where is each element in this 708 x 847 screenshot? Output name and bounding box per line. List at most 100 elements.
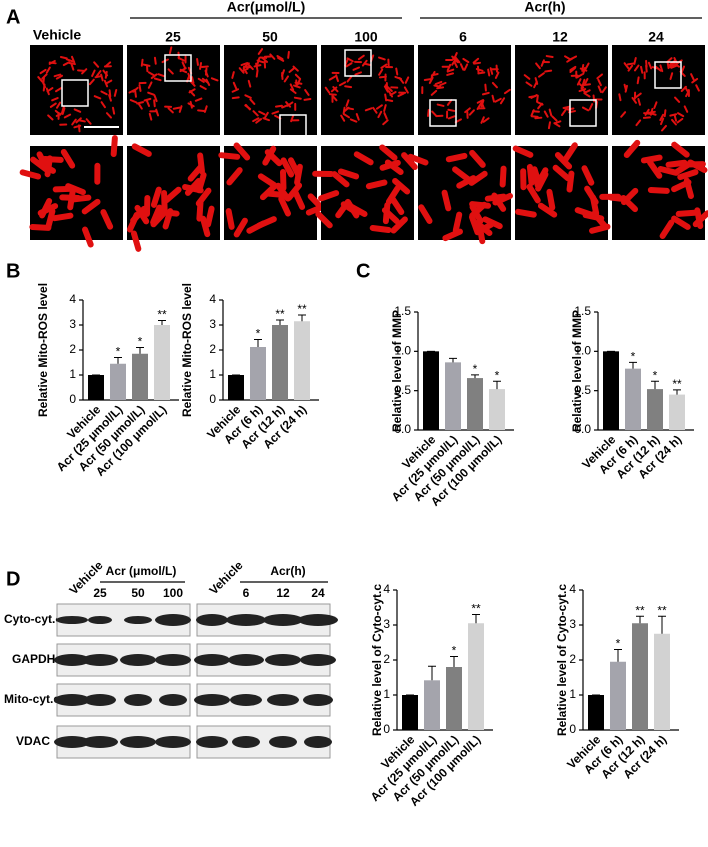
mitochondria [153, 99, 156, 108]
y-tick-label: 0 [383, 722, 390, 736]
mitochondria [196, 57, 199, 66]
lane-label: 24 [311, 586, 325, 600]
inset-box [654, 61, 682, 89]
mitochondria [580, 87, 587, 94]
row-label: Mito-cyt.c [4, 692, 60, 706]
mitochondria [294, 163, 303, 186]
mitochondria [344, 198, 360, 219]
mitochondria [494, 71, 500, 79]
mitochondria [338, 81, 347, 87]
y-tick-label: 2 [383, 652, 390, 666]
mitochondria [278, 196, 291, 217]
mitochondria [134, 89, 137, 98]
mitochondria [346, 107, 355, 111]
mitochondria [484, 83, 487, 92]
bar [294, 321, 310, 400]
mitochondria [292, 65, 299, 72]
mitochondria [100, 209, 114, 230]
mitochondria [364, 107, 373, 112]
group-label: Acr(μmol/L) [227, 0, 306, 15]
mitochondria [491, 81, 498, 89]
blot-band [263, 614, 303, 626]
mitochondria [640, 154, 663, 164]
mitochondria [543, 110, 549, 118]
mitochondria [292, 189, 306, 210]
mitochondria [469, 149, 486, 168]
mitochondria [385, 98, 394, 102]
mitochondria [395, 67, 399, 76]
mitochondria [591, 210, 608, 229]
mitochondria [39, 198, 53, 219]
lane-label: 6 [243, 586, 250, 600]
mitochondria [49, 102, 57, 108]
blot-band [155, 614, 191, 626]
mitochondria [482, 216, 503, 230]
mitochondria [436, 103, 445, 107]
mitochondria [480, 116, 485, 124]
mitochondria [566, 57, 574, 63]
mitochondria [91, 69, 96, 77]
y-tick-label: 1.5 [394, 304, 411, 318]
mitochondria [19, 169, 42, 180]
mitochondria [104, 70, 108, 79]
mitochondria [569, 67, 576, 73]
mitochondria [468, 170, 488, 186]
bar [154, 325, 170, 400]
mitochondria [283, 75, 290, 83]
mitochondria [446, 72, 455, 76]
column-label: 50 [262, 29, 278, 45]
error-bar [651, 380, 659, 390]
error-bar [158, 320, 166, 325]
mitochondria [293, 96, 302, 100]
mitochondria [512, 145, 534, 158]
mitochondria [636, 76, 640, 85]
error-bar [449, 357, 457, 363]
mitochondria [93, 61, 100, 68]
mitochondria [378, 56, 386, 61]
mitochondria [597, 78, 602, 87]
bar [445, 362, 461, 430]
mitochondria [271, 110, 280, 115]
mitochondria [51, 97, 59, 102]
mitochondria [88, 78, 95, 86]
mitochondria [554, 152, 573, 170]
mitochondria [274, 104, 283, 108]
mitochondria [264, 149, 283, 167]
mitochondria [293, 84, 301, 89]
mitochondria [189, 80, 196, 87]
mitochondria [535, 62, 541, 70]
mitochondria [623, 62, 630, 69]
mitochondria [226, 167, 243, 186]
mitochondria [103, 79, 109, 88]
mitochondria [346, 75, 353, 83]
column-label: 24 [648, 29, 664, 45]
significance: * [473, 362, 478, 376]
mitochondria [105, 112, 113, 119]
significance: ** [672, 377, 682, 391]
mitochondria [100, 101, 106, 109]
mitochondria [304, 89, 310, 96]
mitochondria [403, 86, 409, 94]
significance: ** [471, 602, 481, 616]
mitochondria [482, 117, 490, 123]
mitochondria [157, 208, 180, 217]
mitochondria [243, 65, 252, 69]
mitochondria [205, 205, 215, 228]
y-tick-label: 0.0 [574, 422, 591, 436]
error-bar [636, 615, 644, 624]
lane-label: 50 [131, 586, 145, 600]
mitochondria [481, 91, 490, 96]
mitochondria [30, 156, 49, 173]
group-label: Acr(h) [524, 0, 565, 15]
mitochondria [446, 99, 453, 106]
mitochondria [536, 94, 539, 103]
blot-band [194, 654, 230, 666]
micrographs [19, 45, 708, 252]
mitochondria [157, 73, 166, 78]
mitochondria [428, 76, 434, 85]
y-tick-label: 0 [69, 392, 76, 406]
mitochondria [286, 101, 294, 107]
bar [402, 695, 418, 730]
mitochondria [392, 177, 411, 195]
mitochondria [63, 113, 72, 119]
